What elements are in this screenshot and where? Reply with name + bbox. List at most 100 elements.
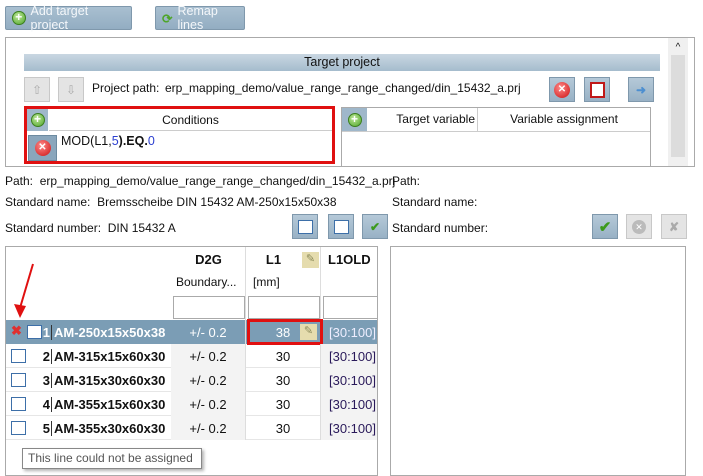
cell-d2g[interactable]: +/- 0.2	[171, 368, 246, 392]
filter-l1old-input[interactable]	[323, 296, 377, 319]
add-target-project-label: Add target project	[30, 4, 89, 32]
arrow-right-icon: ➜	[635, 82, 647, 97]
standard-name: Standard name: Bremsscheibe DIN 15432 AM…	[5, 195, 337, 209]
edit-icon[interactable]: ✎	[300, 324, 317, 340]
delete-icon: ✕	[34, 140, 51, 156]
conditions-header: Conditions	[49, 109, 332, 131]
column-l1old-header[interactable]: L1OLD	[328, 252, 371, 267]
target-variable-header: Target variable	[378, 108, 478, 131]
row-name: AM-355x15x60x30	[51, 397, 165, 412]
row-name: AM-250x15x50x38	[51, 325, 165, 340]
reject-icon: ✘	[668, 219, 680, 234]
move-up-button[interactable]: ⇧	[24, 77, 50, 102]
cell-l1[interactable]: 30	[246, 392, 321, 416]
standard-number: Standard number: DIN 15432 A	[5, 221, 176, 235]
edit-column-icon[interactable]: ✎	[302, 252, 319, 268]
target-project-header: Target project	[24, 54, 660, 71]
cell-d2g[interactable]: +/- 0.2	[171, 320, 246, 344]
accept-all-button[interactable]: ✔	[362, 214, 388, 239]
scrollbar[interactable]: ^	[668, 38, 688, 166]
move-down-button[interactable]: ⇩	[58, 77, 84, 102]
remap-lines-label: Remap lines	[177, 4, 218, 32]
assignments-table: + Target variable Variable assignment	[341, 107, 651, 167]
cell-l1[interactable]: 30	[246, 416, 321, 440]
refresh-icon: ⟳	[162, 11, 173, 26]
column-l1-unit: [mm]	[253, 275, 280, 289]
table-icon	[11, 397, 26, 411]
row-number: 4	[42, 397, 50, 412]
target-project-panel	[5, 37, 695, 167]
tooltip: This line could not be assigned	[22, 448, 202, 469]
column-d2g-header[interactable]: D2G	[195, 252, 222, 267]
conditions-table: + Conditions ✕ MOD(L1,5).EQ.0	[24, 106, 335, 164]
project-path-label: Project path:	[92, 81, 160, 95]
cancel-icon: ✕	[632, 219, 646, 234]
row-number: 3	[42, 373, 50, 388]
table-row[interactable]: 4 AM-355x15x60x30 +/- 0.2 30 [30:100]	[6, 392, 377, 416]
cell-l1old[interactable]: [30:100]	[321, 368, 377, 392]
table-row[interactable]: 5 AM-355x30x60x30 +/- 0.2 30 [30:100]	[6, 416, 377, 440]
remove-project-button[interactable]: ✕	[549, 77, 575, 102]
table-row[interactable]: 3 AM-315x30x60x30 +/- 0.2 30 [30:100]	[6, 368, 377, 392]
scrollbar-thumb[interactable]	[671, 55, 685, 157]
cell-l1old[interactable]: [30:100]	[321, 344, 377, 368]
path-label: Path: erp_mapping_demo/value_range_range…	[5, 174, 396, 188]
open-project-button[interactable]	[584, 77, 610, 102]
condition-expression[interactable]: MOD(L1,5).EQ.0	[61, 134, 155, 148]
table-icon	[27, 325, 42, 339]
row-name: AM-315x30x60x30	[51, 373, 165, 388]
filter-d2g-input[interactable]	[173, 296, 245, 319]
error-icon[interactable]: ✖	[11, 323, 22, 338]
table-icon	[11, 421, 26, 435]
variable-assignment-header: Variable assignment	[510, 112, 618, 126]
source-grid: D2G Boundary... L1 ✎ [mm] L1OLD ✖ 1 AM-250…	[5, 246, 378, 476]
cell-l1old[interactable]: [30:100]	[321, 320, 377, 344]
cell-d2g[interactable]: +/- 0.2	[171, 344, 246, 368]
add-target-project-button[interactable]: + Add target project	[5, 4, 132, 32]
add-icon: +	[347, 112, 362, 127]
table-row[interactable]: ✖ 1 AM-250x15x50x38 +/- 0.2 38 ✎ [30:100]	[6, 319, 377, 345]
scroll-up-icon[interactable]: ^	[675, 42, 681, 53]
add-icon: +	[30, 113, 45, 127]
table-icon	[297, 219, 313, 234]
double-check-icon: ✔	[369, 219, 381, 234]
delete-icon: ✕	[554, 81, 570, 98]
expression-button[interactable]	[328, 214, 354, 239]
filter-l1-input[interactable]	[248, 296, 320, 319]
cell-l1[interactable]: 30	[246, 368, 321, 392]
highlight-box: ✎	[247, 319, 323, 345]
remove-condition-button[interactable]: ✕	[28, 135, 57, 161]
right-standard-name-label: Standard name:	[392, 195, 478, 209]
arrow-down-icon: ⇩	[65, 82, 77, 97]
project-path-value: erp_mapping_demo/value_range_range_chang…	[165, 81, 521, 95]
table-row[interactable]: 2 AM-315x15x60x30 +/- 0.2 30 [30:100]	[6, 344, 377, 368]
row-number: 2	[42, 349, 50, 364]
forward-button[interactable]: ➜	[628, 77, 654, 102]
row-name: AM-355x30x60x30	[51, 421, 165, 436]
remap-lines-button[interactable]: ⟳ Remap lines	[155, 4, 245, 32]
column-d2g-subtitle: Boundary...	[176, 275, 237, 289]
add-condition-button[interactable]: +	[27, 109, 48, 131]
cell-l1old[interactable]: [30:100]	[321, 392, 377, 416]
reject-button[interactable]: ✘	[661, 214, 687, 239]
column-l1-header[interactable]: L1	[265, 252, 282, 267]
cell-d2g[interactable]: +/- 0.2	[171, 416, 246, 440]
row-name: AM-315x15x60x30	[51, 349, 165, 364]
add-assignment-button[interactable]: +	[342, 108, 367, 131]
row-number: 5	[42, 421, 50, 436]
project-icon	[589, 81, 605, 98]
row-number: 1	[42, 325, 50, 340]
table-icon	[11, 349, 26, 363]
right-standard-number-label: Standard number:	[392, 221, 489, 235]
table-view-button[interactable]	[292, 214, 318, 239]
add-icon: +	[12, 11, 26, 25]
cell-l1old[interactable]: [30:100]	[321, 416, 377, 440]
cell-l1[interactable]: 30	[246, 344, 321, 368]
confirm-button[interactable]: ✔	[592, 214, 618, 239]
cell-d2g[interactable]: +/- 0.2	[171, 392, 246, 416]
arrow-up-icon: ⇧	[31, 82, 43, 97]
table-icon	[11, 373, 26, 387]
cancel-button[interactable]: ✕	[626, 214, 652, 239]
right-path-label: Path:	[392, 174, 421, 188]
